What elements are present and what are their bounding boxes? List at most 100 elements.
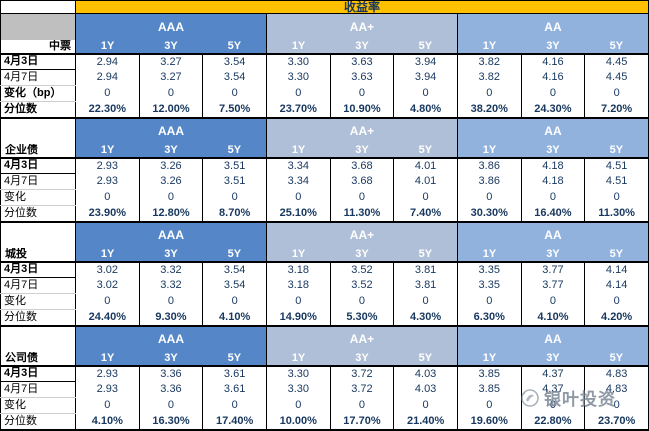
row-label: 变化 (0, 293, 76, 310)
value-cell: 4.03 (393, 365, 458, 382)
value-cell: 3.34 (265, 173, 331, 190)
value-cell: 3.54 (202, 261, 267, 278)
value-cell: 4.16 (520, 53, 586, 70)
value-cell: 3.26 (138, 173, 204, 190)
row-label: 4月3日 (0, 157, 76, 174)
value-cell: 3.18 (265, 277, 331, 294)
value-cell: 3.32 (138, 277, 204, 294)
row-label: 4月3日 (0, 365, 76, 382)
tenor-header: 5Y (584, 351, 649, 367)
percentile-cell: 7.20% (584, 101, 649, 119)
row-label: 4月7日 (0, 381, 76, 398)
value-cell: 3.26 (138, 157, 204, 174)
percentile-cell: 38.20% (456, 101, 522, 119)
value-cell: 0 (265, 189, 331, 206)
value-cell: 4.03 (393, 381, 458, 398)
percentile-cell: 17.70% (329, 413, 395, 431)
value-cell: 0 (520, 189, 586, 206)
tenor-header: 5Y (584, 247, 649, 263)
value-cell: 3.77 (520, 277, 586, 294)
value-cell: 3.51 (202, 157, 267, 174)
value-cell: 3.63 (329, 53, 395, 70)
row-label: 4月7日 (0, 69, 76, 86)
tenor-header: 3Y (521, 247, 585, 263)
tenor-header: 3Y (330, 351, 394, 367)
percentile-cell: 4.10% (75, 413, 140, 431)
percentile-cell: 11.30% (329, 205, 395, 223)
row-label: 4月7日 (0, 277, 76, 294)
tenor-header: 5Y (202, 143, 267, 159)
value-cell: 0 (138, 397, 204, 414)
percentile-cell: 9.30% (138, 309, 204, 327)
value-cell: 0 (138, 293, 204, 310)
percentile-cell: 4.30% (393, 309, 458, 327)
percentile-cell: 25.10% (265, 205, 331, 223)
tenor-header: 5Y (393, 351, 458, 367)
value-cell: 0 (75, 293, 140, 310)
value-cell: 3.72 (329, 365, 395, 382)
value-cell: 0 (265, 397, 331, 414)
row-label: 4月3日 (0, 261, 76, 278)
value-cell: 3.77 (520, 261, 586, 278)
row-label: 变化 (0, 397, 76, 414)
tenor-header: 3Y (521, 351, 585, 367)
value-cell: 2.93 (75, 173, 140, 190)
tenor-header: 5Y (393, 39, 458, 55)
rating-row-spacer (0, 117, 76, 144)
value-cell: 0 (456, 293, 522, 310)
value-cell: 0 (265, 293, 331, 310)
value-cell: 2.93 (75, 365, 140, 382)
row-label: 分位数 (0, 101, 76, 119)
percentile-cell: 22.30% (75, 101, 140, 119)
percentile-cell: 4.80% (393, 101, 458, 119)
row-label: 分位数 (0, 309, 76, 327)
percentile-cell: 7.50% (202, 101, 267, 119)
tenor-header: 3Y (330, 39, 394, 55)
value-cell: 3.68 (329, 173, 395, 190)
value-cell: 4.37 (520, 365, 586, 382)
percentile-cell: 19.60% (456, 413, 522, 431)
rating-header-aaa: AAA (75, 325, 267, 352)
percentile-cell: 4.10% (202, 309, 267, 327)
value-cell: 4.18 (520, 157, 586, 174)
tenor-header: 1Y (456, 39, 522, 55)
rating-row-spacer (0, 325, 76, 352)
row-label: 4月3日 (0, 53, 76, 70)
percentile-cell: 7.40% (393, 205, 458, 223)
value-cell: 3.35 (456, 277, 522, 294)
value-cell: 0 (202, 85, 267, 102)
value-cell: 3.30 (265, 69, 331, 86)
percentile-cell: 4.10% (520, 309, 586, 327)
tenor-header: 1Y (75, 351, 140, 367)
value-cell: 3.52 (329, 277, 395, 294)
percentile-cell: 10.90% (329, 101, 395, 119)
value-cell: 3.82 (456, 69, 522, 86)
rating-header-aaplus: AA+ (265, 221, 458, 248)
value-cell: 3.63 (329, 69, 395, 86)
value-cell: 0 (393, 293, 458, 310)
value-cell: 0 (456, 85, 522, 102)
value-cell: 0 (329, 85, 395, 102)
corner-cell (0, 0, 76, 14)
percentile-cell: 23.70% (265, 101, 331, 119)
tenor-header: 1Y (456, 247, 522, 263)
rating-header-aa: AA (456, 221, 649, 248)
value-cell: 0 (202, 189, 267, 206)
rating-row-spacer (0, 221, 76, 248)
value-cell: 3.02 (75, 277, 140, 294)
value-cell: 4.16 (520, 69, 586, 86)
value-cell: 0 (138, 189, 204, 206)
value-cell: 0 (138, 85, 204, 102)
value-cell: 4.14 (584, 277, 649, 294)
value-cell: 0 (393, 85, 458, 102)
tenor-header: 1Y (75, 39, 140, 55)
tenor-header: 1Y (75, 143, 140, 159)
tenor-header: 5Y (202, 39, 267, 55)
row-label: 变化 (0, 189, 76, 206)
value-cell: 4.83 (584, 381, 649, 398)
percentile-cell: 16.30% (138, 413, 204, 431)
value-cell: 0 (393, 189, 458, 206)
tenor-header: 1Y (265, 143, 331, 159)
tenor-header: 5Y (393, 143, 458, 159)
value-cell: 3.36 (138, 365, 204, 382)
